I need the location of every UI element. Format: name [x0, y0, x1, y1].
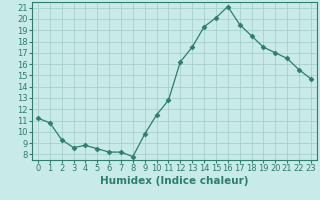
X-axis label: Humidex (Indice chaleur): Humidex (Indice chaleur) — [100, 176, 249, 186]
